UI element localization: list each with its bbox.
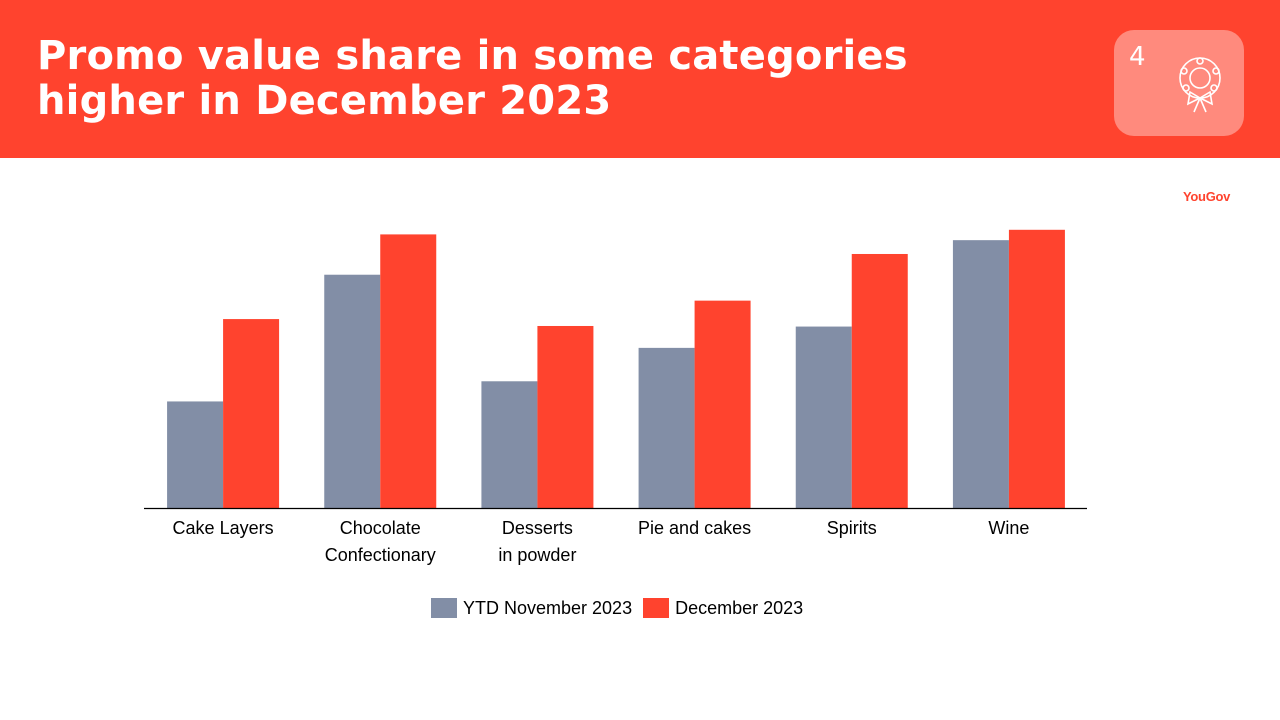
- bar-ytd-0: [167, 401, 224, 508]
- bar-dec-5: [1008, 229, 1065, 509]
- bar-dec-3: [694, 300, 751, 508]
- bar-ytd-3: [638, 347, 695, 508]
- page-title: Promo value share in some categories hig…: [37, 34, 1037, 124]
- category-label-5: Wine: [988, 518, 1029, 538]
- title-line-2: higher in December 2023: [37, 78, 612, 124]
- bar-ytd-4: [795, 326, 852, 508]
- bar-dec-1: [380, 234, 437, 508]
- bar-ytd-1: [324, 274, 381, 508]
- legend-label-ytd: YTD November 2023: [463, 597, 633, 618]
- bar-dec-2: [537, 325, 594, 508]
- legend-label-dec: December 2023: [675, 597, 804, 618]
- slide-badge: 4: [1114, 30, 1244, 136]
- slide-number: 4: [1129, 42, 1146, 72]
- category-label-3: Pie and cakes: [638, 518, 751, 538]
- wreath-icon: [1179, 57, 1221, 113]
- header-banner: [0, 0, 1280, 158]
- yougov-logo: YouGov: [1183, 189, 1231, 204]
- legend-swatch-ytd: [431, 598, 457, 618]
- category-labels: Cake Layers Chocolate Confectionary Dessert…: [173, 518, 1030, 565]
- title-line-1: Promo value share in some categories: [37, 33, 908, 79]
- chart-legend: YTD November 2023 December 2023: [431, 597, 814, 619]
- legend-item-dec: December 2023: [643, 598, 803, 619]
- legend-item-ytd: YTD November 2023: [431, 598, 632, 619]
- category-label-2: Desserts in powder: [498, 518, 576, 565]
- bars-layer: [167, 229, 1065, 509]
- category-label-0: Cake Layers: [173, 518, 274, 538]
- category-label-4: Spirits: [827, 518, 877, 538]
- category-label-1: Chocolate Confectionary: [325, 518, 436, 565]
- bar-dec-0: [223, 319, 280, 508]
- bar-ytd-2: [481, 381, 538, 508]
- bar-ytd-5: [952, 240, 1009, 508]
- bar-dec-4: [851, 253, 908, 508]
- legend-swatch-dec: [643, 598, 670, 618]
